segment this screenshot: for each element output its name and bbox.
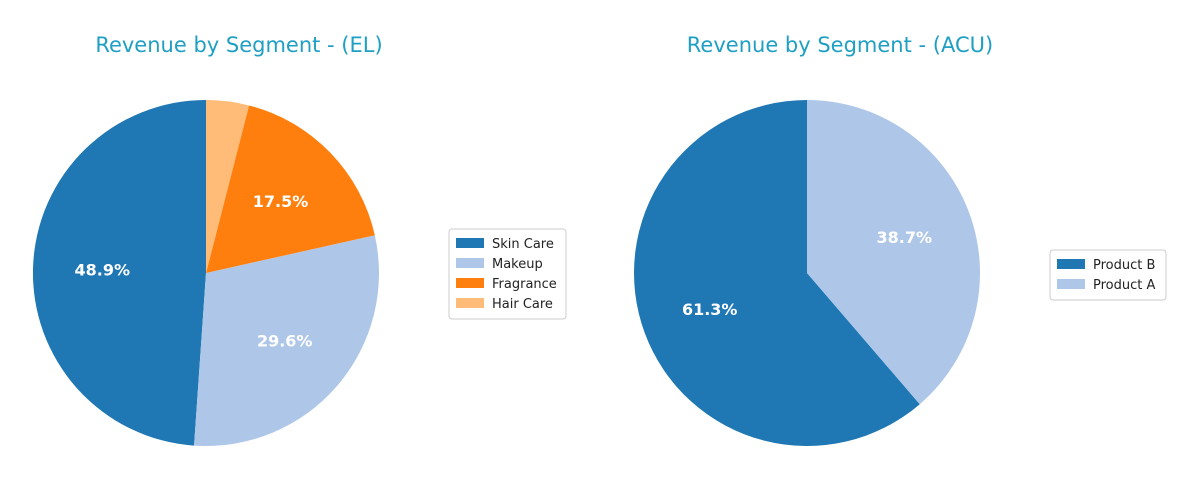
legend-label: Makeup: [492, 257, 543, 272]
legend-swatch: [456, 258, 484, 268]
legend-swatch: [456, 238, 484, 248]
pie-panel-acu: Revenue by Segment - (ACU) 61.3% 38.7% Pr…: [634, 33, 1167, 446]
legend-swatch: [1057, 279, 1085, 289]
legend-label: Product A: [1093, 278, 1155, 293]
pie-labels: 61.3% 38.7%: [682, 228, 932, 319]
pie-slice-product-b: [634, 100, 920, 446]
pie-panel-el: Revenue by Segment - (EL) 48.9% 29.6% 17.5…: [32, 33, 567, 447]
pie-slice-hair-care: [206, 100, 250, 273]
legend-swatch: [456, 278, 484, 288]
slice-percent-label: 17.5%: [253, 192, 309, 211]
legend: Skin Care Makeup Fragrance Hair Care: [448, 228, 567, 320]
legend-label: Skin Care: [492, 237, 554, 252]
legend-label: Hair Care: [492, 297, 553, 312]
legend-swatch: [456, 298, 484, 308]
slice-percent-label: 29.6%: [257, 332, 313, 351]
slice-percent-label: 61.3%: [682, 300, 738, 319]
legend: Product B Product A: [1049, 249, 1167, 301]
pie-slice-skin-care: [32, 99, 206, 446]
chart-title: Revenue by Segment - (ACU): [687, 33, 993, 57]
chart-title: Revenue by Segment - (EL): [95, 33, 382, 57]
legend-label: Product B: [1093, 258, 1155, 273]
pie-slices: [634, 99, 981, 446]
legend-label: Fragrance: [492, 277, 557, 292]
pie-slice-product-a: [807, 99, 981, 405]
legend-frame: [448, 228, 567, 320]
pie-labels: 48.9% 29.6% 17.5%: [75, 192, 313, 351]
legend-swatch: [1057, 259, 1085, 269]
slice-percent-label: 48.9%: [75, 260, 131, 279]
pie-slices: [32, 99, 379, 447]
pie-slice-makeup: [194, 235, 379, 447]
slice-percent-label: 38.7%: [877, 228, 933, 247]
pie-slice-fragrance: [206, 105, 375, 273]
